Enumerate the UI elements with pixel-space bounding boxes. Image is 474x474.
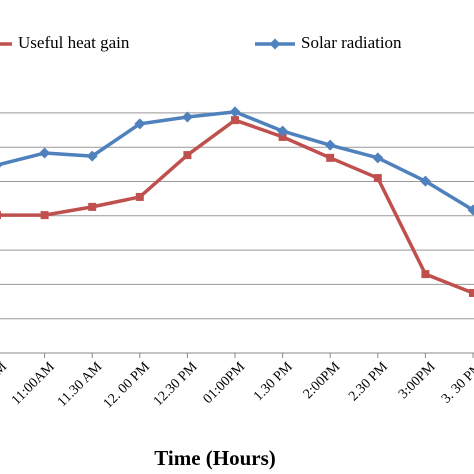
marker <box>40 211 49 220</box>
marker <box>373 174 382 183</box>
marker <box>0 162 3 168</box>
marker <box>421 270 430 279</box>
x-axis-title: Time (Hours) <box>154 446 276 470</box>
x-tick-label: 2.30 PM <box>346 359 391 404</box>
x-tick-label: 12.30 PM <box>151 359 201 409</box>
marker <box>231 116 239 125</box>
marker <box>86 150 98 162</box>
marker <box>467 204 474 216</box>
x-tick-label: 3:00PM <box>396 359 439 402</box>
series-line <box>0 118 474 295</box>
marker <box>372 152 384 164</box>
x-tick-label: 01:00PM <box>201 359 249 407</box>
x-tick-label: 2:00PM <box>301 359 344 402</box>
marker <box>419 175 431 187</box>
marker <box>183 151 192 160</box>
legend-label: Solar radiation <box>301 33 402 52</box>
marker <box>278 132 287 141</box>
marker <box>229 106 241 118</box>
series-line <box>0 110 474 212</box>
marker <box>269 38 281 50</box>
x-tick-label: 11.30 AM <box>55 359 106 410</box>
marker <box>277 125 289 137</box>
x-tick-label: 3. 30 PM <box>439 359 474 407</box>
x-tick-label: 12. 00 PM <box>101 359 154 412</box>
marker <box>324 139 336 151</box>
marker <box>88 202 97 211</box>
x-tick-label: 10.30 AM <box>0 359 10 410</box>
marker <box>469 288 474 297</box>
legend-label: Useful heat gain <box>18 33 130 52</box>
marker <box>134 118 146 130</box>
marker <box>326 153 335 162</box>
marker <box>181 111 193 123</box>
x-tick-label: 11:00AM <box>9 359 58 408</box>
marker <box>135 192 144 201</box>
marker <box>39 147 51 159</box>
marker <box>0 211 1 220</box>
x-tick-label: 1.30 PM <box>251 359 296 404</box>
